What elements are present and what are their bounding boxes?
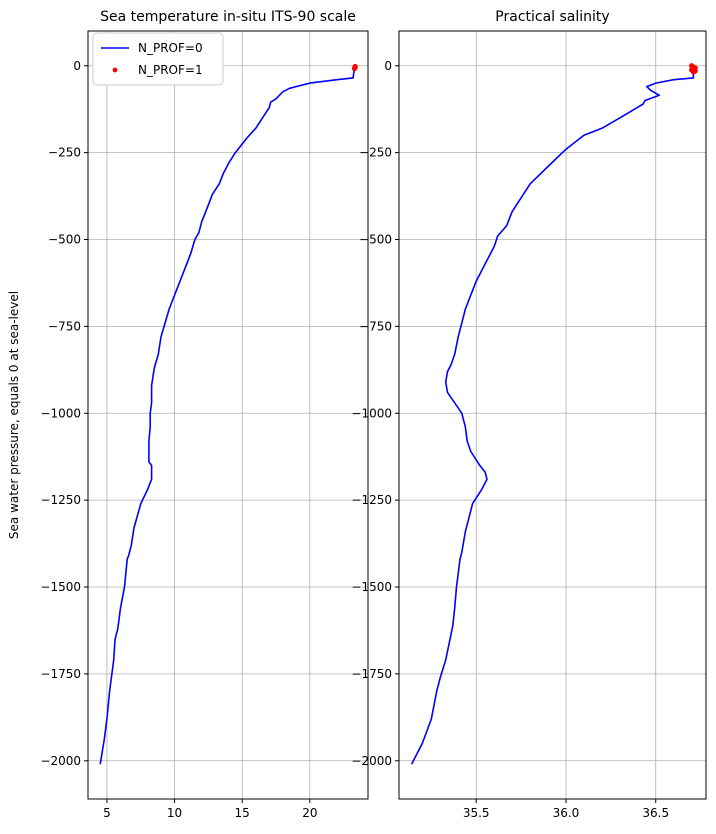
temperature-xtick-label: 10 (167, 806, 182, 820)
temperature-xtick-label: 5 (103, 806, 111, 820)
temperature-ytick-label: −2000 (40, 754, 81, 768)
salinity-ytick-label: 0 (384, 59, 392, 73)
salinity-grid (399, 31, 706, 799)
salinity-ytick-label: −1250 (351, 493, 392, 507)
temperature-ytick-label: −1750 (40, 667, 81, 681)
salinity-ytick-label: −2000 (351, 754, 392, 768)
temperature-series (99, 63, 358, 765)
temperature-title: Sea temperature in-situ ITS-90 scale (100, 9, 356, 25)
salinity-ytick-label: −500 (359, 233, 392, 247)
salinity-plot-frame (398, 30, 707, 800)
salinity-ytick-label: −750 (359, 319, 392, 333)
temperature-plot-frame (87, 30, 369, 800)
legend-point-swatch (112, 67, 118, 73)
temperature-ytick-label: −1000 (40, 406, 81, 420)
salinity-xtick-label: 36.0 (553, 806, 580, 820)
salinity-xtick-label: 36.5 (642, 806, 669, 820)
salinity-data-point (690, 69, 697, 75)
salinity-ytick-label: −1750 (351, 667, 392, 681)
salinity-ytick-label: −1000 (351, 406, 392, 420)
pressure-axis-label: Sea water pressure, equals 0 at sea-leve… (7, 291, 21, 539)
temperature-ytick-label: −250 (48, 146, 81, 160)
salinity-ytick-label: −1500 (351, 580, 392, 594)
legend: N_PROF=0 N_PROF=1 (92, 32, 224, 86)
temperature-panel: 5 10 15 20 0 −250 −500 −750 −1000 −1250 −1500 −1750… (7, 9, 369, 820)
temperature-ytick-label: 0 (73, 59, 81, 73)
salinity-ticks: 35.5 36.0 36.5 0 −250 −500 −750 −1000 −1250 −1500… (351, 59, 669, 820)
temperature-ytick-label: −750 (48, 319, 81, 333)
legend-box (92, 32, 224, 86)
salinity-panel: 35.5 36.0 36.5 0 −250 −500 −750 −1000 −1250 −1500… (351, 9, 707, 820)
salinity-ytick-label: −250 (359, 146, 392, 160)
salinity-title: Practical salinity (495, 9, 609, 25)
temperature-grid (88, 31, 368, 799)
temperature-xtick-label: 20 (302, 806, 317, 820)
temperature-data-point (351, 65, 358, 72)
temperature-ticks: 5 10 15 20 0 −250 −500 −750 −1000 −1250 −1500 −1750… (40, 59, 317, 820)
salinity-series (410, 63, 698, 765)
temperature-ytick-label: −1250 (40, 493, 81, 507)
temperature-ytick-label: −1500 (40, 580, 81, 594)
temperature-xtick-label: 15 (235, 806, 250, 820)
legend-entry-n-prof-0: N_PROF=0 (138, 41, 203, 55)
salinity-xtick-label: 35.5 (463, 806, 490, 820)
temperature-series-line-0 (99, 67, 356, 765)
temperature-ytick-label: −500 (48, 233, 81, 247)
legend-entry-n-prof-1: N_PROF=1 (138, 63, 203, 77)
salinity-series-line-0 (410, 67, 695, 765)
